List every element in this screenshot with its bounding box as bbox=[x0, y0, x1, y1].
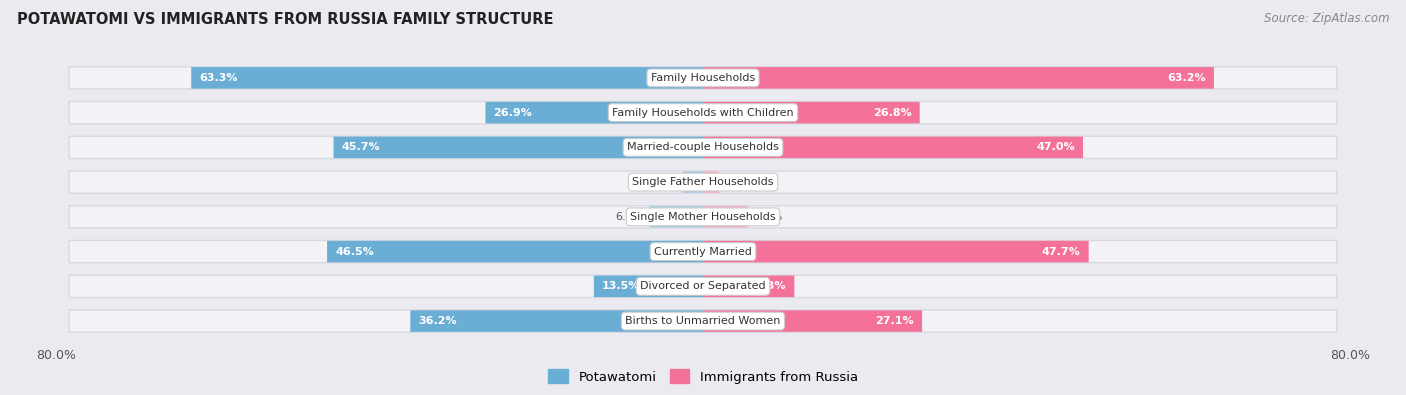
Text: Family Households: Family Households bbox=[651, 73, 755, 83]
FancyBboxPatch shape bbox=[703, 276, 794, 297]
FancyBboxPatch shape bbox=[703, 67, 1213, 88]
FancyBboxPatch shape bbox=[69, 136, 1337, 158]
Text: 45.7%: 45.7% bbox=[342, 142, 380, 152]
Text: Source: ZipAtlas.com: Source: ZipAtlas.com bbox=[1264, 12, 1389, 25]
Text: 2.0%: 2.0% bbox=[725, 177, 754, 187]
Text: 2.5%: 2.5% bbox=[648, 177, 676, 187]
Text: 63.3%: 63.3% bbox=[200, 73, 238, 83]
FancyBboxPatch shape bbox=[683, 171, 703, 193]
FancyBboxPatch shape bbox=[191, 67, 703, 88]
Text: Single Father Households: Single Father Households bbox=[633, 177, 773, 187]
Text: Family Households with Children: Family Households with Children bbox=[612, 107, 794, 118]
Text: 6.6%: 6.6% bbox=[614, 212, 643, 222]
Text: Currently Married: Currently Married bbox=[654, 246, 752, 257]
FancyBboxPatch shape bbox=[69, 171, 1337, 193]
FancyBboxPatch shape bbox=[69, 206, 1337, 228]
Text: 47.7%: 47.7% bbox=[1042, 246, 1081, 257]
FancyBboxPatch shape bbox=[69, 67, 1337, 89]
Text: Married-couple Households: Married-couple Households bbox=[627, 142, 779, 152]
FancyBboxPatch shape bbox=[703, 310, 922, 332]
FancyBboxPatch shape bbox=[703, 137, 1083, 158]
FancyBboxPatch shape bbox=[69, 241, 1337, 263]
Text: 36.2%: 36.2% bbox=[419, 316, 457, 326]
Text: POTAWATOMI VS IMMIGRANTS FROM RUSSIA FAMILY STRUCTURE: POTAWATOMI VS IMMIGRANTS FROM RUSSIA FAM… bbox=[17, 12, 554, 27]
FancyBboxPatch shape bbox=[650, 206, 703, 228]
Text: 27.1%: 27.1% bbox=[876, 316, 914, 326]
FancyBboxPatch shape bbox=[703, 241, 1088, 262]
FancyBboxPatch shape bbox=[703, 206, 748, 228]
FancyBboxPatch shape bbox=[328, 241, 703, 262]
FancyBboxPatch shape bbox=[69, 275, 1337, 297]
Legend: Potawatomi, Immigrants from Russia: Potawatomi, Immigrants from Russia bbox=[543, 364, 863, 389]
Text: 47.0%: 47.0% bbox=[1036, 142, 1074, 152]
Text: Births to Unmarried Women: Births to Unmarried Women bbox=[626, 316, 780, 326]
Text: Single Mother Households: Single Mother Households bbox=[630, 212, 776, 222]
FancyBboxPatch shape bbox=[593, 276, 703, 297]
FancyBboxPatch shape bbox=[69, 102, 1337, 124]
FancyBboxPatch shape bbox=[703, 102, 920, 123]
FancyBboxPatch shape bbox=[485, 102, 703, 123]
FancyBboxPatch shape bbox=[333, 137, 703, 158]
Text: 63.2%: 63.2% bbox=[1167, 73, 1206, 83]
Text: 26.8%: 26.8% bbox=[873, 107, 911, 118]
FancyBboxPatch shape bbox=[411, 310, 703, 332]
Text: 13.5%: 13.5% bbox=[602, 281, 640, 292]
Text: Divorced or Separated: Divorced or Separated bbox=[640, 281, 766, 292]
FancyBboxPatch shape bbox=[703, 171, 720, 193]
Text: 26.9%: 26.9% bbox=[494, 107, 533, 118]
FancyBboxPatch shape bbox=[69, 310, 1337, 332]
Text: 46.5%: 46.5% bbox=[335, 246, 374, 257]
Text: 5.5%: 5.5% bbox=[754, 212, 782, 222]
Text: 11.3%: 11.3% bbox=[748, 281, 786, 292]
